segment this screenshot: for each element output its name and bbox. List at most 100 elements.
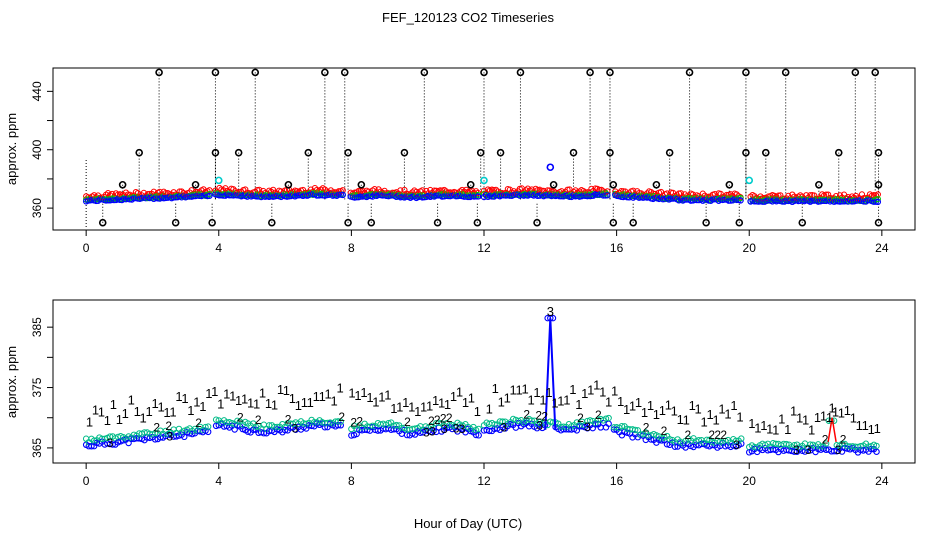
p2-xtick-label: 20 (743, 474, 757, 488)
series2-point (586, 417, 594, 424)
series1-label: 1 (146, 404, 153, 419)
series2-label: 2 (153, 420, 160, 434)
series1-label: 1 (408, 399, 415, 414)
mid-outlier-point (665, 148, 674, 157)
mid-outlier-point (609, 180, 618, 189)
series2-point (738, 435, 745, 442)
series3-point (374, 427, 382, 434)
series2-point (234, 417, 241, 425)
mid-outlier-point (476, 148, 485, 157)
series3-label: 3 (733, 438, 740, 452)
series3-point (151, 436, 159, 443)
series2-point (602, 415, 610, 422)
series1-label: 1 (826, 410, 833, 425)
series1-label: 1 (712, 413, 719, 428)
series1-label: 1 (593, 378, 600, 393)
series1-label: 1 (104, 413, 111, 428)
p1-xtick-label: 12 (477, 241, 491, 255)
mid-outlier-point (496, 148, 505, 157)
series1-label: 1 (557, 394, 564, 409)
series1-label: 1 (175, 389, 182, 404)
series1-label: 1 (563, 392, 570, 407)
series2-label: 2 (523, 407, 530, 421)
series1-label: 1 (671, 404, 678, 419)
series3-point (671, 443, 679, 450)
series1-label: 1 (396, 399, 403, 414)
series1-label: 1 (796, 410, 803, 425)
series1-label: 1 (378, 389, 385, 404)
mid-outlier-point (549, 180, 558, 189)
series2-point (631, 426, 639, 434)
series1-label: 1 (635, 395, 642, 410)
series2-label: 2 (541, 409, 548, 423)
series2-label: 2 (577, 411, 584, 425)
series1-label: 1 (98, 405, 105, 420)
lower-outlier-point (171, 218, 180, 227)
series3-label: 3 (441, 422, 448, 436)
series1-label: 1 (307, 395, 314, 410)
series2-label: 2 (237, 410, 244, 424)
p1-xtick-label: 0 (83, 241, 90, 255)
upper-outlier-point (251, 68, 260, 77)
series3-point (281, 426, 289, 434)
series3-point (486, 427, 493, 435)
series2-label: 2 (840, 433, 847, 447)
series1-label: 1 (128, 392, 135, 407)
series1-label: 1 (683, 412, 690, 427)
series2-label: 2 (661, 424, 668, 438)
series1-label: 1 (444, 397, 451, 412)
mid-outlier-point (652, 180, 661, 189)
series3-point (507, 420, 514, 428)
lower-outlier-point (533, 218, 541, 227)
spike-line (544, 318, 557, 430)
mid-outlier-point (725, 180, 734, 189)
lower-outlier-point (609, 218, 618, 227)
series2-label: 2 (356, 415, 363, 429)
secondary-spike-line (827, 417, 837, 442)
series1-label: 1 (372, 395, 379, 410)
series1-label: 1 (498, 394, 505, 409)
series1-label: 1 (289, 391, 296, 406)
series1-point (355, 187, 362, 195)
panel1-marks (82, 68, 883, 229)
series2-point (618, 422, 626, 430)
series1-label: 1 (778, 411, 785, 426)
series1-label: 1 (653, 407, 660, 422)
series1-point (524, 185, 531, 192)
series1-point (104, 190, 112, 197)
lower-outlier-point (702, 218, 710, 227)
series1-label: 1 (736, 410, 743, 425)
series1-point (242, 186, 249, 193)
series3-point (212, 422, 220, 430)
series2-point (204, 423, 212, 430)
lower-outlier-point (433, 218, 442, 227)
series1-label: 1 (551, 395, 558, 410)
series3-point (357, 193, 364, 200)
series1-label: 1 (229, 389, 236, 404)
upper-outlier-point (685, 68, 694, 77)
series1-label: 1 (677, 412, 684, 427)
series1-label: 1 (569, 382, 576, 397)
series1-label: 1 (814, 410, 821, 425)
p1-xtick-label: 8 (348, 241, 355, 255)
mid-outlier-point (400, 148, 409, 157)
series3-point (604, 192, 611, 199)
mid-outlier-point (762, 148, 770, 157)
series1-label: 1 (623, 402, 630, 417)
series1-label: 1 (438, 395, 445, 410)
panel1-axes: 0 4 8 12 16 20 24 360 400 440 (30, 81, 889, 255)
series1-label: 1 (611, 383, 618, 398)
series1-label: 1 (695, 401, 702, 416)
panel2-marks: 1111311111111211231111121111111211121111… (82, 304, 881, 457)
mid-outlier-point (234, 148, 243, 157)
series1-label: 1 (414, 404, 421, 419)
series1-label: 1 (647, 398, 654, 413)
series1-label: 1 (617, 394, 624, 409)
panel2-ylabel: approx. ppm (4, 346, 19, 418)
panel1-ylabel: approx. ppm (4, 113, 19, 185)
series1-label: 1 (432, 393, 439, 408)
mid-outlier-point (606, 148, 614, 157)
mid-outlier-point (569, 148, 578, 157)
series2-point (822, 440, 830, 447)
lower-outlier-point (735, 218, 744, 227)
